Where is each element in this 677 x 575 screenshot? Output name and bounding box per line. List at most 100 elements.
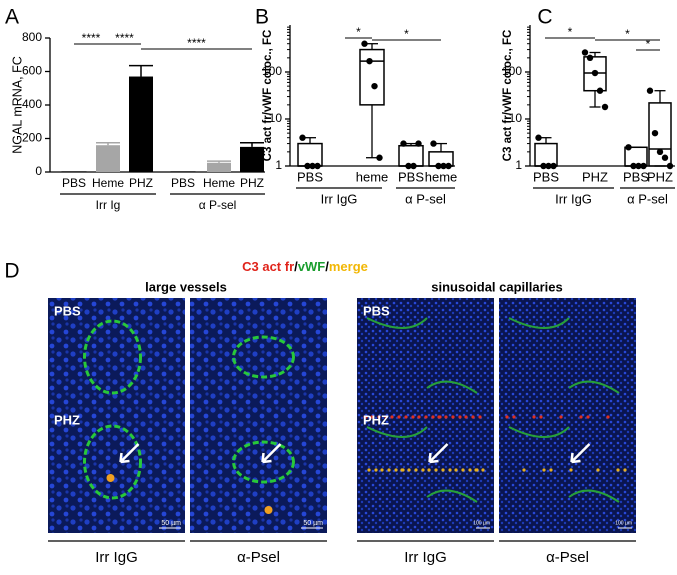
merge-signal [394, 468, 398, 472]
micrograph [190, 298, 327, 424]
data-point [435, 162, 442, 170]
row-label: PBS [54, 303, 81, 318]
group-label: α P-sel [627, 191, 668, 206]
merge-signal [569, 468, 573, 472]
data-point [550, 162, 557, 170]
y-axis-label: C3 act fr/vWF coloc., FC [262, 30, 274, 162]
vessel [508, 317, 620, 394]
column-label: Irr IgG [404, 549, 447, 566]
vessel [508, 426, 620, 503]
y-tick-label: 100 [502, 64, 522, 78]
significance-label: * [404, 27, 409, 41]
vessel [232, 440, 295, 484]
merge-signal [559, 415, 563, 419]
merge-signal [414, 468, 418, 472]
group-label: α P-sel [199, 198, 237, 212]
merge-signal [421, 468, 425, 472]
section-title: sinusoidal capillaries [431, 279, 563, 294]
panel-letter: A [5, 6, 19, 29]
merge-signal [370, 415, 374, 419]
data-point [415, 140, 422, 147]
legend-entry: vWF [298, 259, 326, 274]
box [359, 48, 385, 106]
scale-bar-label: 50 µm [161, 520, 181, 527]
merge-signal [374, 468, 378, 472]
data-point [371, 82, 378, 90]
merge-signal [387, 468, 391, 472]
merge-signal [427, 468, 431, 472]
group-label: α P-sel [405, 191, 446, 206]
data-point [445, 162, 452, 170]
column-label: α-Psel [237, 549, 280, 566]
data-point [591, 69, 599, 77]
merge-signal [454, 468, 458, 472]
data-point [630, 162, 637, 170]
merge-signal [471, 415, 475, 419]
merge-signal [411, 415, 415, 419]
micrograph [190, 407, 327, 533]
vessel [232, 335, 295, 379]
legend-entry: / [294, 259, 298, 274]
panel-letter: B [255, 6, 269, 29]
merge-signal [434, 468, 438, 472]
row-label: PHZ [54, 412, 80, 427]
y-tick-label: 1 [275, 158, 282, 172]
data-point [430, 140, 437, 147]
data-point [545, 162, 552, 170]
row-label: PBS [363, 303, 390, 318]
data-point [440, 162, 447, 170]
merge-signal [448, 468, 452, 472]
data-point [299, 134, 306, 141]
y-tick-label: 1 [515, 158, 522, 172]
data-point [405, 162, 412, 170]
scale-bar-label: 100 µm [615, 520, 632, 526]
micrograph [48, 298, 185, 424]
merge-signal [596, 468, 600, 472]
arrow [570, 443, 591, 464]
arrow [428, 443, 449, 464]
x-tick-label: heme [356, 169, 389, 184]
merge-signal [451, 415, 455, 419]
x-tick-label: Heme [92, 176, 124, 190]
x-tick-label: PBS [533, 169, 559, 184]
scale-bar-label: 50 µm [303, 520, 323, 527]
merge-signal [424, 415, 428, 419]
merge-signal [468, 468, 472, 472]
merge-signal [579, 415, 583, 419]
scale-bar-label: 100 µm [473, 520, 490, 526]
merge-signal [441, 468, 445, 472]
box [297, 142, 323, 167]
vessel [366, 426, 478, 503]
x-tick-label: PBS [398, 169, 424, 184]
box [648, 102, 672, 167]
merge-signal [367, 468, 371, 472]
merge-signal [438, 415, 442, 419]
group-label: Irr Ig [96, 198, 121, 212]
merge-signal [542, 468, 546, 472]
x-tick-label: PBS [171, 176, 195, 190]
merge-signal [458, 415, 462, 419]
legend-entry: merge [329, 259, 368, 274]
merge-signal [431, 415, 435, 419]
column-label: α-Psel [546, 549, 589, 566]
merge-signal [512, 415, 516, 419]
y-tick-label: 600 [22, 64, 42, 78]
x-tick-label: PHZ [582, 169, 608, 184]
vessel [83, 319, 142, 395]
data-point [400, 140, 407, 147]
merge-signal [397, 415, 401, 419]
data-point [661, 154, 669, 161]
x-tick-label: PBS [297, 169, 323, 184]
panel-letter: D [4, 260, 19, 283]
y-tick-label: 0 [35, 164, 42, 178]
merge-signal [407, 468, 411, 472]
merge-signal [264, 506, 273, 514]
data-point [309, 162, 316, 170]
legend-entry: / [325, 259, 329, 274]
data-point [304, 162, 311, 170]
merge-signal [478, 415, 482, 419]
y-axis-label: NGAL mRNA, FC [10, 56, 24, 153]
merge-signal [606, 415, 610, 419]
